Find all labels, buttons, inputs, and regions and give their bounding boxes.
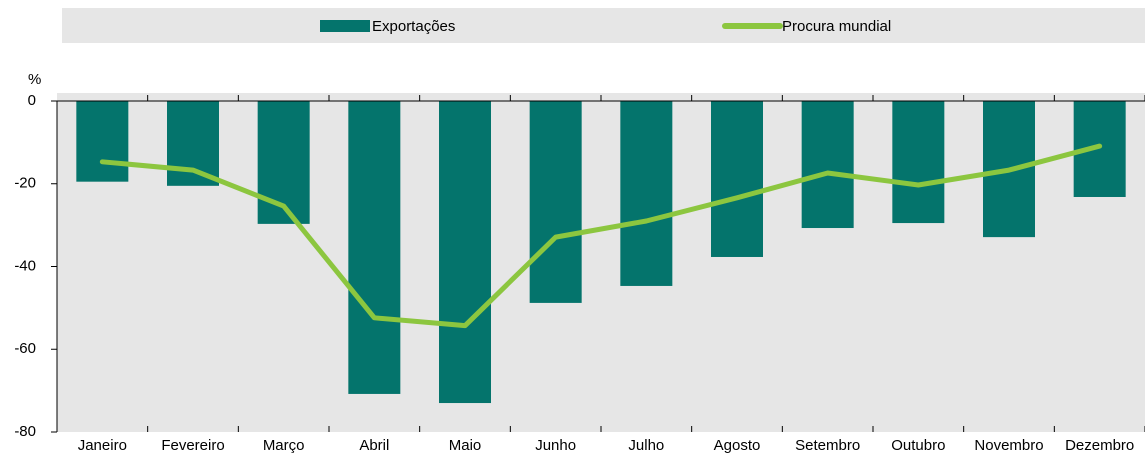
bar <box>76 101 129 182</box>
legend-label: Exportações <box>372 18 455 35</box>
x-tick-label: Agosto <box>714 437 761 454</box>
x-tick-label: Setembro <box>795 437 860 454</box>
bar <box>711 101 763 257</box>
y-tick-label: 0 <box>28 92 36 109</box>
bar <box>892 101 945 224</box>
bar <box>620 101 673 286</box>
bar <box>801 101 854 229</box>
line <box>99 143 1103 329</box>
x-tick-label: Janeiro <box>78 437 127 454</box>
legend-swatch <box>320 20 370 32</box>
y-tick-label: -80 <box>14 423 36 440</box>
y-axis-label: % <box>28 71 41 88</box>
x-tick-label: Junho <box>535 437 576 454</box>
bar <box>439 101 491 404</box>
x-tick-label: Abril <box>359 437 389 454</box>
y-tick-label: -20 <box>14 175 36 192</box>
x-tick-label: Julho <box>628 437 664 454</box>
legend-background <box>62 8 1145 43</box>
bar <box>529 101 582 303</box>
x-tick-label: Dezembro <box>1065 437 1134 454</box>
y-tick-label: -60 <box>14 340 36 357</box>
y-tick-label: -40 <box>14 257 36 274</box>
bar <box>167 101 219 186</box>
legend-label: Procura mundial <box>782 18 891 35</box>
bar <box>348 101 401 394</box>
x-tick-label: Novembro <box>974 437 1043 454</box>
x-tick-label: Fevereiro <box>161 437 224 454</box>
plot-background <box>57 93 1145 432</box>
x-tick-label: Maio <box>449 437 482 454</box>
x-tick-label: Março <box>263 437 305 454</box>
x-tick-label: Outubro <box>891 437 945 454</box>
